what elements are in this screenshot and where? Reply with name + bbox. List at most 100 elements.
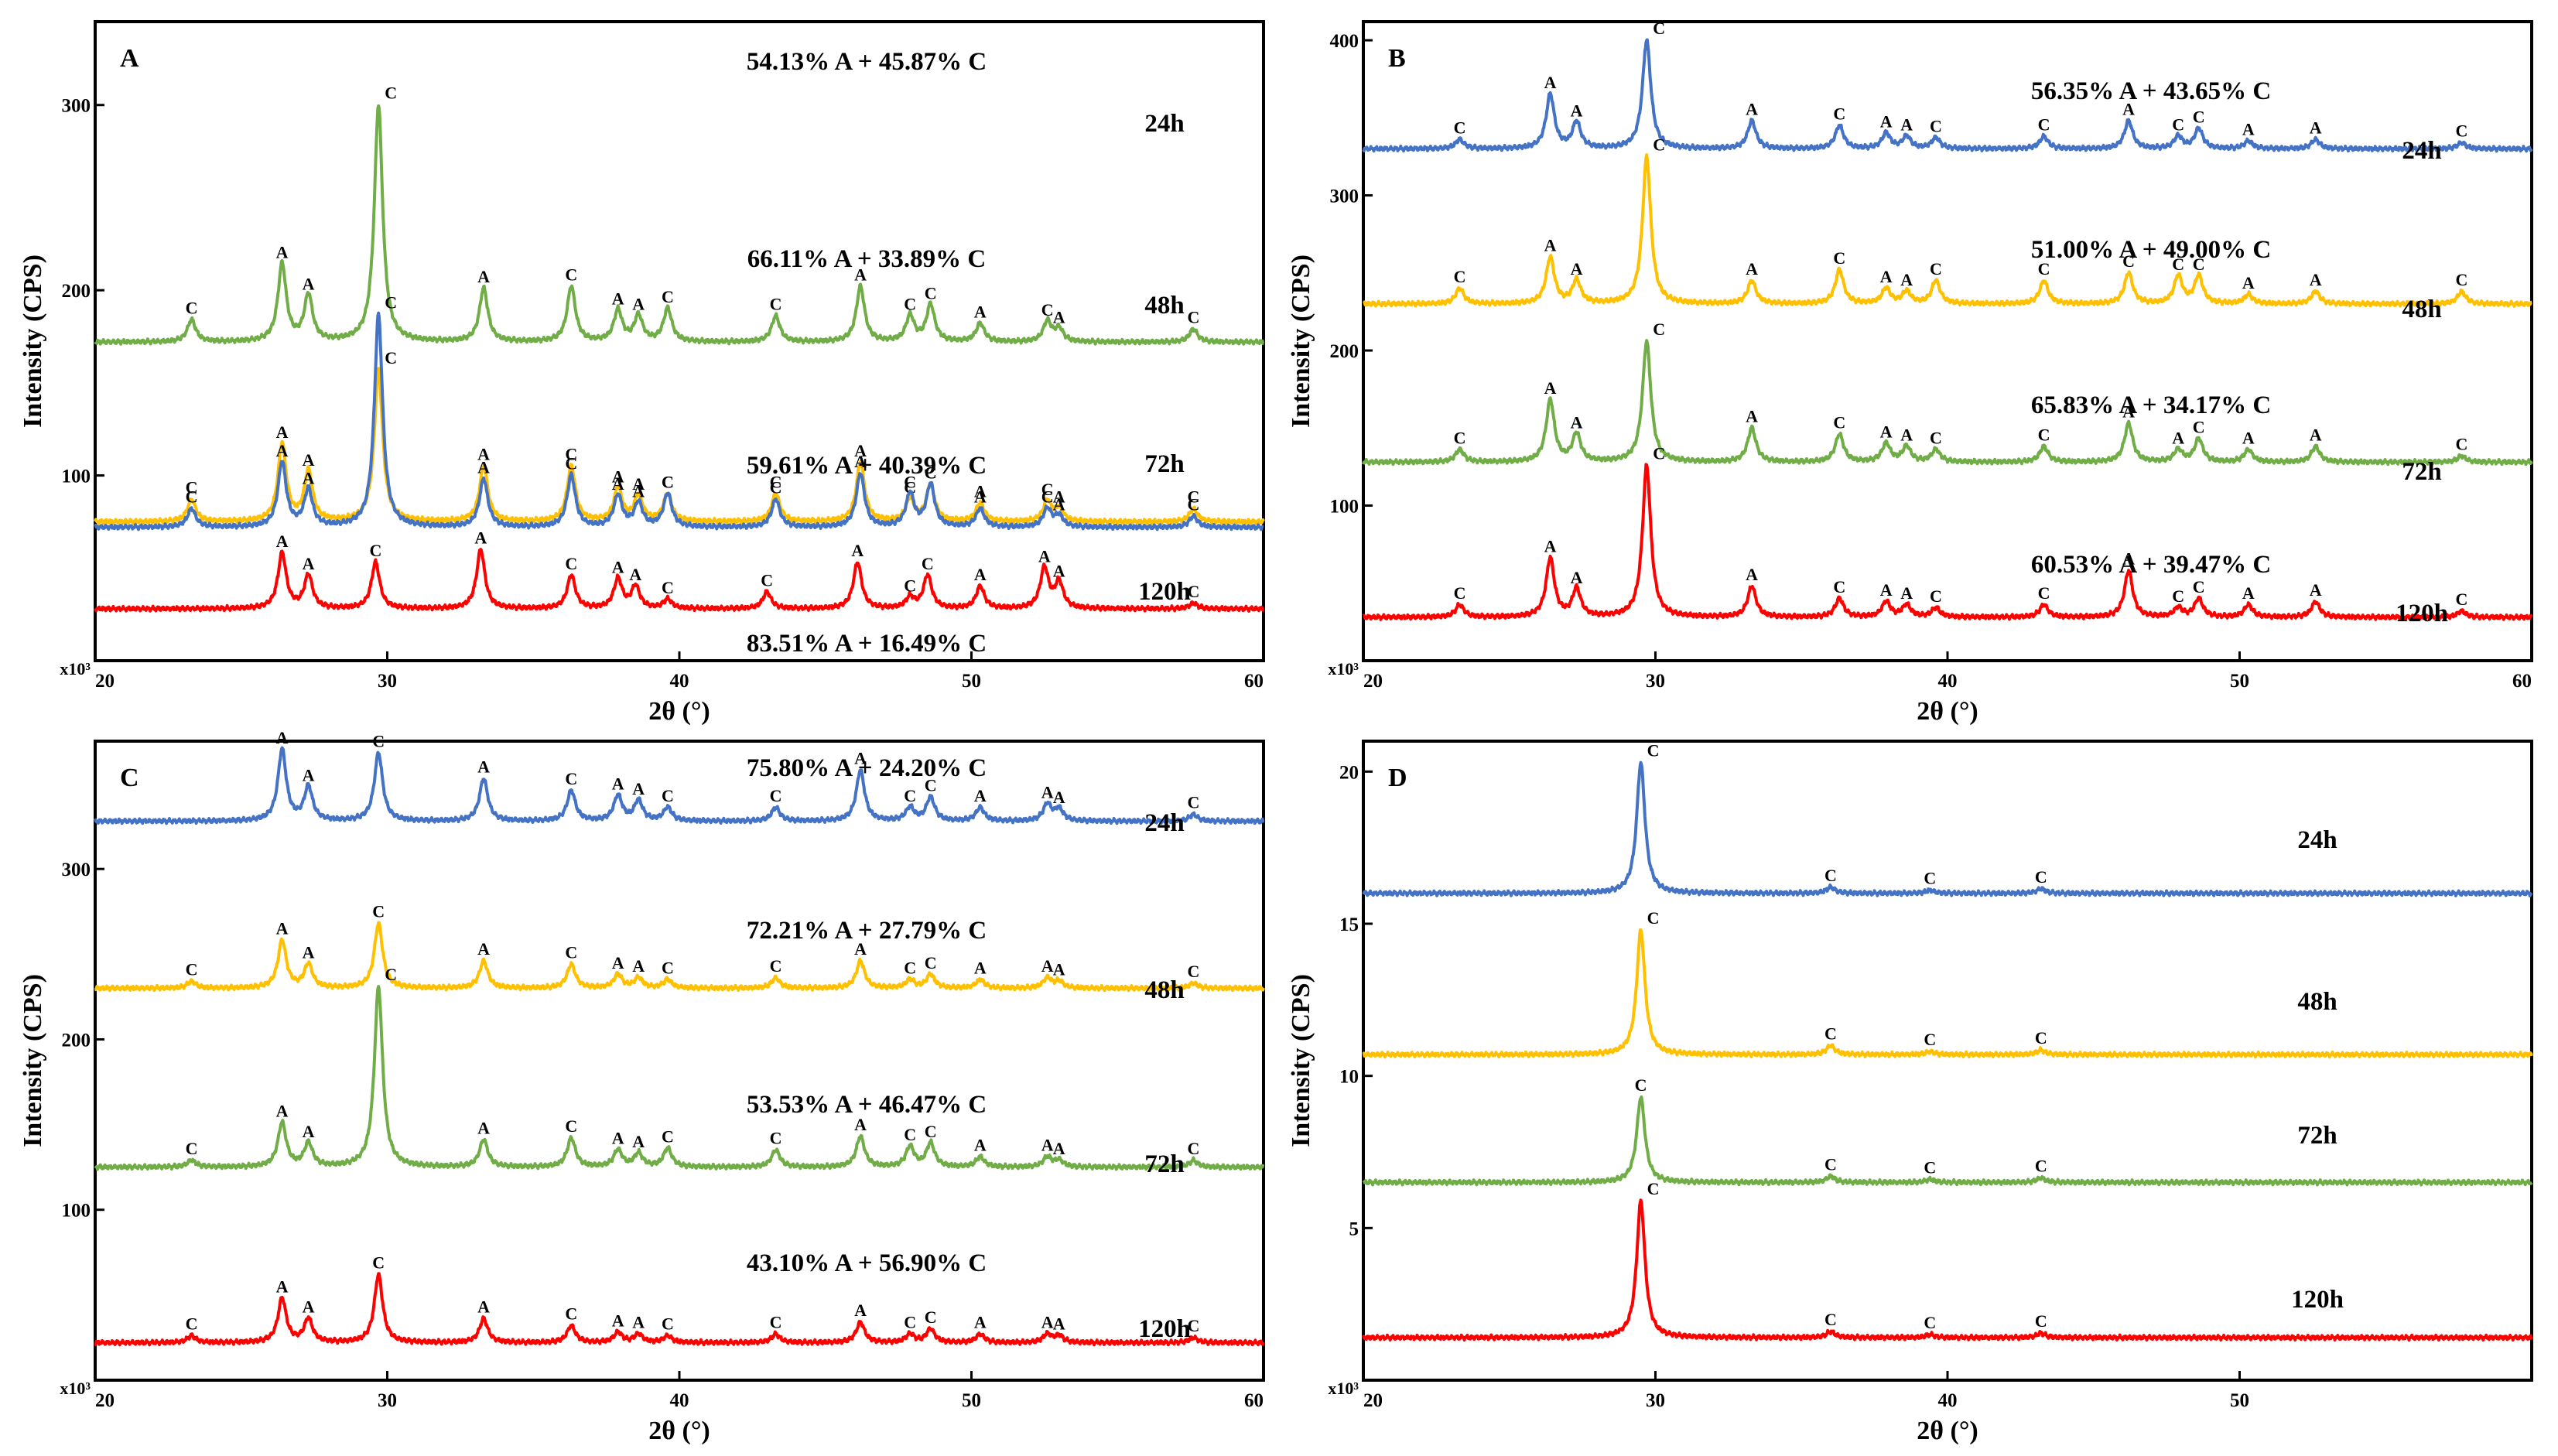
peak-label: A	[974, 1135, 987, 1154]
plot-frame	[1362, 20, 2533, 662]
peak-label: A	[477, 1118, 490, 1137]
xrd-trace	[94, 1272, 1265, 1347]
phase-annotation: 83.51% A + 16.49% C	[747, 630, 987, 658]
peak-label: A	[612, 558, 624, 577]
time-label: 120h	[2291, 1286, 2344, 1314]
peak-label: A	[1880, 580, 1893, 600]
peak-label: A	[1900, 270, 1913, 289]
peak-label: C	[1647, 741, 1660, 760]
x-axis-title: 2θ (°)	[648, 697, 710, 726]
x-axis-title: 2θ (°)	[1917, 1417, 1978, 1445]
peak-label: C	[186, 1139, 198, 1158]
x-tick-label: 20	[1363, 1390, 1383, 1411]
peak-label: C	[186, 1314, 198, 1334]
peak-label: A	[854, 748, 867, 767]
peak-label: A	[1038, 546, 1051, 566]
peak-label: A	[1900, 114, 1913, 134]
peak-label: A	[1571, 101, 1583, 120]
peak-label: C	[1454, 118, 1466, 137]
peak-label: C	[1041, 487, 1054, 507]
xrd-trace	[1362, 38, 2533, 153]
peak-label: C	[770, 1313, 782, 1332]
peak-label: A	[854, 1300, 867, 1320]
peak-label: A	[1900, 583, 1913, 603]
peak-label: C	[1187, 582, 1199, 601]
peak-label: C	[2035, 1156, 2047, 1175]
peak-label: C	[1824, 1024, 1837, 1043]
peak-label: C	[565, 1304, 577, 1324]
peak-label: C	[1924, 1313, 1936, 1332]
peak-label: C	[662, 1126, 674, 1146]
peak-label: A	[854, 939, 867, 959]
panel-label: C	[120, 764, 139, 792]
peak-label: C	[1647, 908, 1660, 928]
peak-label: C	[662, 287, 674, 306]
x-tick-label: 40	[670, 1390, 689, 1411]
peak-label: C	[925, 463, 937, 483]
phase-annotation: 56.35% A + 43.65% C	[2031, 77, 2271, 105]
peak-label: A	[974, 565, 987, 584]
time-label: 48h	[1144, 976, 1184, 1004]
peak-label: A	[632, 1313, 645, 1332]
y-tick-label: 20	[1339, 762, 1359, 783]
peak-label: C	[1653, 19, 1665, 38]
peak-label: C	[1041, 300, 1054, 320]
phase-annotation: 66.11% A + 33.89% C	[747, 245, 987, 273]
peak-label: A	[974, 958, 987, 977]
peak-label: A	[632, 1132, 645, 1151]
peak-label: A	[632, 474, 645, 494]
x-tick-label: 50	[962, 671, 981, 692]
peak-label: A	[632, 481, 645, 501]
peak-label: A	[2310, 580, 2322, 600]
peak-label: A	[1880, 422, 1893, 441]
peak-label: C	[2172, 586, 2184, 606]
peak-label: C	[770, 478, 782, 497]
x-tick-label: 30	[1646, 671, 1665, 692]
peak-label: C	[565, 265, 577, 284]
peak-label: A	[1544, 537, 1557, 556]
peak-label: C	[2172, 114, 2184, 134]
peak-label: C	[662, 578, 674, 597]
peak-label: C	[369, 541, 381, 560]
xrd-trace	[94, 746, 1265, 825]
peak-label: C	[1187, 793, 1199, 812]
peak-label: A	[2310, 118, 2322, 137]
peak-label: C	[1187, 307, 1199, 326]
series-72h: C C C C 72h	[1362, 1075, 2533, 1187]
peak-label: C	[565, 943, 577, 962]
xrd-trace	[94, 548, 1265, 613]
peak-label: C	[925, 1122, 937, 1141]
peak-label: C	[1454, 583, 1466, 603]
time-label: 48h	[2297, 988, 2337, 1016]
peak-label: C	[770, 295, 782, 314]
peak-label: A	[1746, 406, 1758, 426]
time-label: 24h	[2297, 826, 2337, 854]
peak-label: A	[1053, 788, 1065, 807]
panel-b: B 20 30 40 50 60 100 200 300 400 x10³ 2θ (°) Intensi…	[1287, 19, 2533, 726]
peak-label: A	[2242, 273, 2255, 292]
peak-label: A	[2172, 428, 2184, 447]
peak-label: A	[276, 728, 289, 747]
time-label: 48h	[2402, 296, 2441, 323]
peak-label: A	[1041, 1135, 1054, 1154]
peak-label: C	[1187, 1139, 1199, 1158]
peak-label: A	[303, 1297, 315, 1317]
x-tick-label: 60	[1244, 1390, 1264, 1411]
peak-label: C	[1041, 480, 1054, 499]
panel-c: C 20 30 40 50 60 100 200 300 x10³ 2θ (°) Intensity …	[19, 728, 1265, 1445]
peak-label: A	[477, 445, 490, 464]
peak-label: A	[974, 1313, 987, 1332]
x-tick-label: 40	[1938, 1390, 1958, 1411]
phase-annotation: 60.53% A + 39.47% C	[2031, 551, 2271, 579]
peak-label: A	[854, 452, 867, 471]
peak-label: A	[612, 1129, 624, 1148]
peak-label: C	[2193, 417, 2205, 436]
peak-label: C	[385, 965, 397, 984]
panel-label: B	[1388, 44, 1406, 73]
peak-label: C	[2038, 583, 2050, 603]
peak-label: A	[1571, 412, 1583, 432]
peak-label: C	[904, 295, 916, 314]
peak-label: C	[186, 487, 198, 507]
